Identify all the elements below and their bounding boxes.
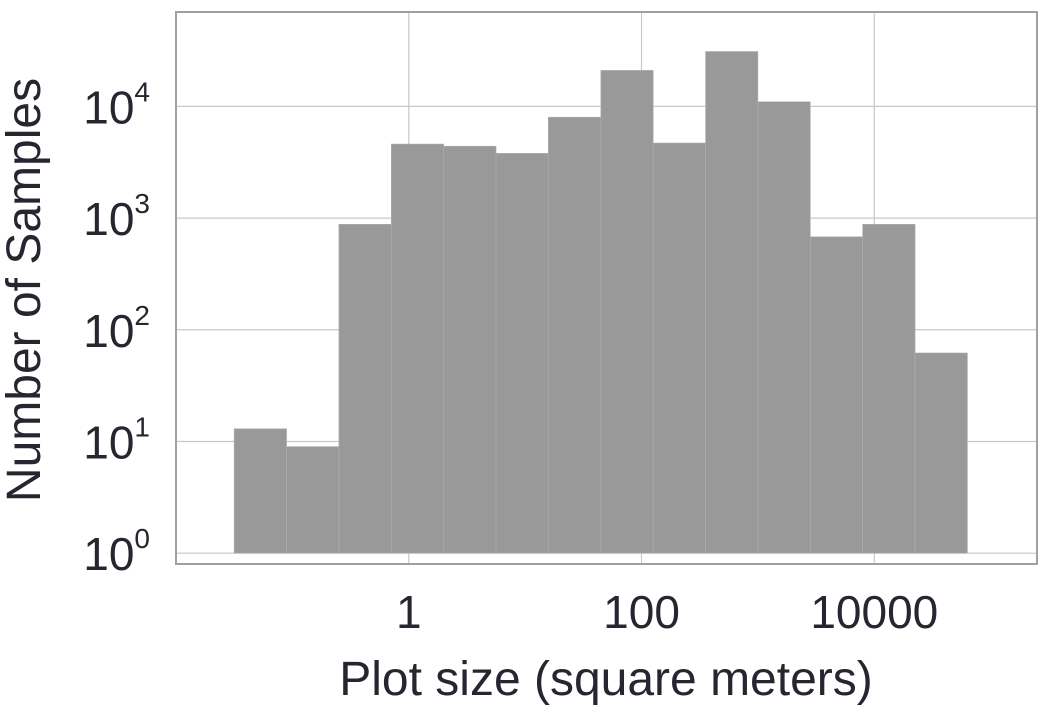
histogram-bar-5 — [495, 153, 549, 554]
histogram-bar-10 — [757, 101, 811, 554]
histogram-bar-3 — [391, 143, 445, 554]
histogram-bar-12 — [862, 223, 916, 554]
histogram-bar-4 — [443, 145, 497, 554]
y-tick-label-3: 103 — [83, 188, 150, 245]
y-tick-label-1: 101 — [83, 411, 150, 468]
histogram-bar-6 — [547, 116, 602, 554]
histogram-bar-11 — [810, 236, 863, 554]
histogram-bar-0 — [233, 428, 287, 554]
x-tick-label-1: 100 — [603, 586, 680, 638]
histogram-bar-13 — [914, 352, 968, 554]
histogram-bar-9 — [705, 51, 759, 554]
histogram-bar-8 — [652, 142, 706, 554]
histogram-bar-1 — [286, 446, 340, 554]
histogram-bar-7 — [600, 70, 654, 554]
plot-frame — [175, 11, 1038, 565]
y-tick-label-0: 100 — [83, 523, 150, 580]
bars — [233, 51, 968, 554]
x-tick-labels: 1 100 10000 — [396, 586, 938, 638]
y-tick-label-4: 104 — [83, 76, 150, 133]
y-axis-label: Number of Samples — [0, 78, 51, 502]
histogram-bar-2 — [338, 223, 392, 554]
x-tick-label-0: 1 — [396, 586, 422, 638]
y-tick-label-2: 102 — [83, 300, 150, 357]
x-axis-label: Plot size (square meters) — [339, 653, 873, 706]
y-tick-labels: 100 101 102 103 104 — [83, 76, 150, 580]
x-tick-label-2: 10000 — [810, 586, 938, 638]
